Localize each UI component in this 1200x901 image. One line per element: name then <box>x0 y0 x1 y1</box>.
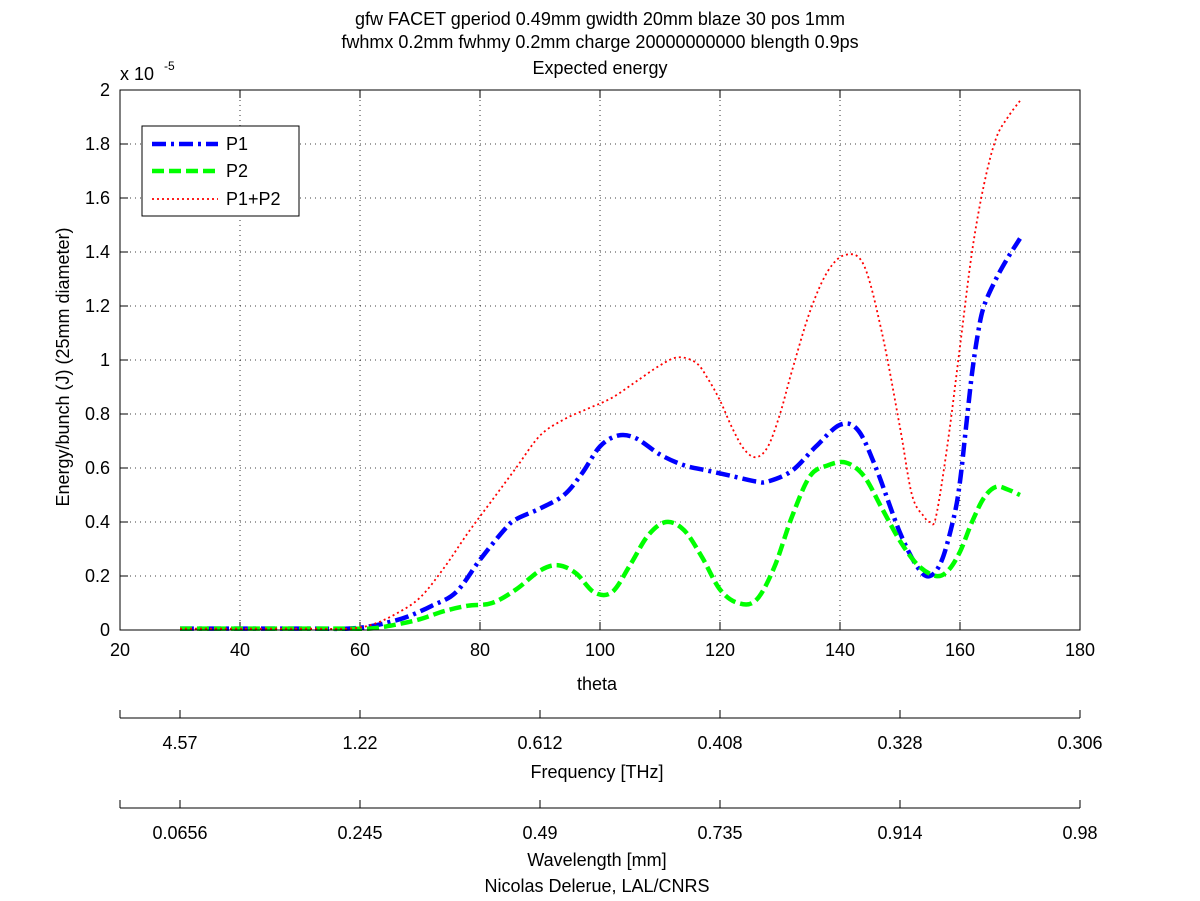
frequency-tick-label: 0.408 <box>697 733 742 753</box>
wavelength-tick-label: 0.0656 <box>152 823 207 843</box>
chart-title-line-3: Expected energy <box>532 58 667 78</box>
y-tick-label: 1.8 <box>85 134 110 154</box>
y-tick-label: 2 <box>100 80 110 100</box>
legend: P1 P2 P1+P2 <box>141 125 300 217</box>
author-credit: Nicolas Delerue, LAL/CNRS <box>484 876 709 896</box>
y-tick-label: 0.4 <box>85 512 110 532</box>
frequency-ticks: 4.57 1.22 0.612 0.408 0.328 0.306 <box>119 710 1103 753</box>
x-tick-label: 120 <box>705 640 735 660</box>
frequency-tick-label: 0.612 <box>517 733 562 753</box>
y-tick-label: 0.6 <box>85 458 110 478</box>
legend-box <box>141 125 300 217</box>
chart-title-line-1: gfw FACET gperiod 0.49mm gwidth 20mm bla… <box>355 9 845 29</box>
wavelength-tick-label: 0.914 <box>877 823 922 843</box>
tick-labels: 20 40 60 80 100 120 140 160 180 0 0.2 0.4 0.6 0.8 1 1.2… <box>85 80 1095 660</box>
frequency-axis-label: Frequency [THz] <box>530 762 663 782</box>
chart-title-line-2: fwhmx 0.2mm fwhmy 0.2mm charge 200000000… <box>341 32 858 52</box>
wavelength-ticks: 0.0656 0.245 0.49 0.735 0.914 0.98 <box>119 800 1098 843</box>
y-exponent-base: x 10 <box>120 64 154 84</box>
y-tick-label: 0.2 <box>85 566 110 586</box>
x-tick-label: 20 <box>110 640 130 660</box>
x-tick-label: 80 <box>470 640 490 660</box>
x-tick-label: 40 <box>230 640 250 660</box>
x-tick-label: 140 <box>825 640 855 660</box>
wavelength-axis-label: Wavelength [mm] <box>527 850 666 870</box>
wavelength-tick-label: 0.245 <box>337 823 382 843</box>
data-series <box>180 100 1022 632</box>
series-p2-line <box>180 459 1021 632</box>
x-tick-label: 160 <box>945 640 975 660</box>
y-tick-label: 1.4 <box>85 242 110 262</box>
y-axis-label: Energy/bunch (J) (25mm diameter) <box>53 227 73 506</box>
wavelength-axis: 0.0656 0.245 0.49 0.735 0.914 0.98 Wavelength… <box>119 800 1098 870</box>
y-exponent-power: -5 <box>164 59 175 73</box>
y-tick-label: 1 <box>100 350 110 370</box>
legend-label-p2: P2 <box>226 161 248 181</box>
frequency-axis: 4.57 1.22 0.612 0.408 0.328 0.306 Frequency [… <box>119 710 1103 782</box>
x-axis-label: theta <box>577 674 618 694</box>
legend-label-p1: P1 <box>226 134 248 154</box>
grid-lines <box>120 90 1080 630</box>
frequency-tick-label: 0.328 <box>877 733 922 753</box>
y-tick-label: 1.6 <box>85 188 110 208</box>
y-tick-label: 1.2 <box>85 296 110 316</box>
y-tick-label: 0.8 <box>85 404 110 424</box>
x-tick-label: 100 <box>585 640 615 660</box>
frequency-tick-label: 4.57 <box>162 733 197 753</box>
frequency-tick-label: 0.306 <box>1057 733 1102 753</box>
legend-label-p1p2: P1+P2 <box>226 189 281 209</box>
frequency-tick-label: 1.22 <box>342 733 377 753</box>
wavelength-tick-label: 0.735 <box>697 823 742 843</box>
x-tick-label: 60 <box>350 640 370 660</box>
plot-frame <box>119 89 1081 631</box>
series-p1-line <box>180 237 1022 632</box>
wavelength-tick-label: 0.49 <box>522 823 557 843</box>
wavelength-tick-label: 0.98 <box>1062 823 1097 843</box>
y-tick-label: 0 <box>100 620 110 640</box>
x-tick-label: 180 <box>1065 640 1095 660</box>
